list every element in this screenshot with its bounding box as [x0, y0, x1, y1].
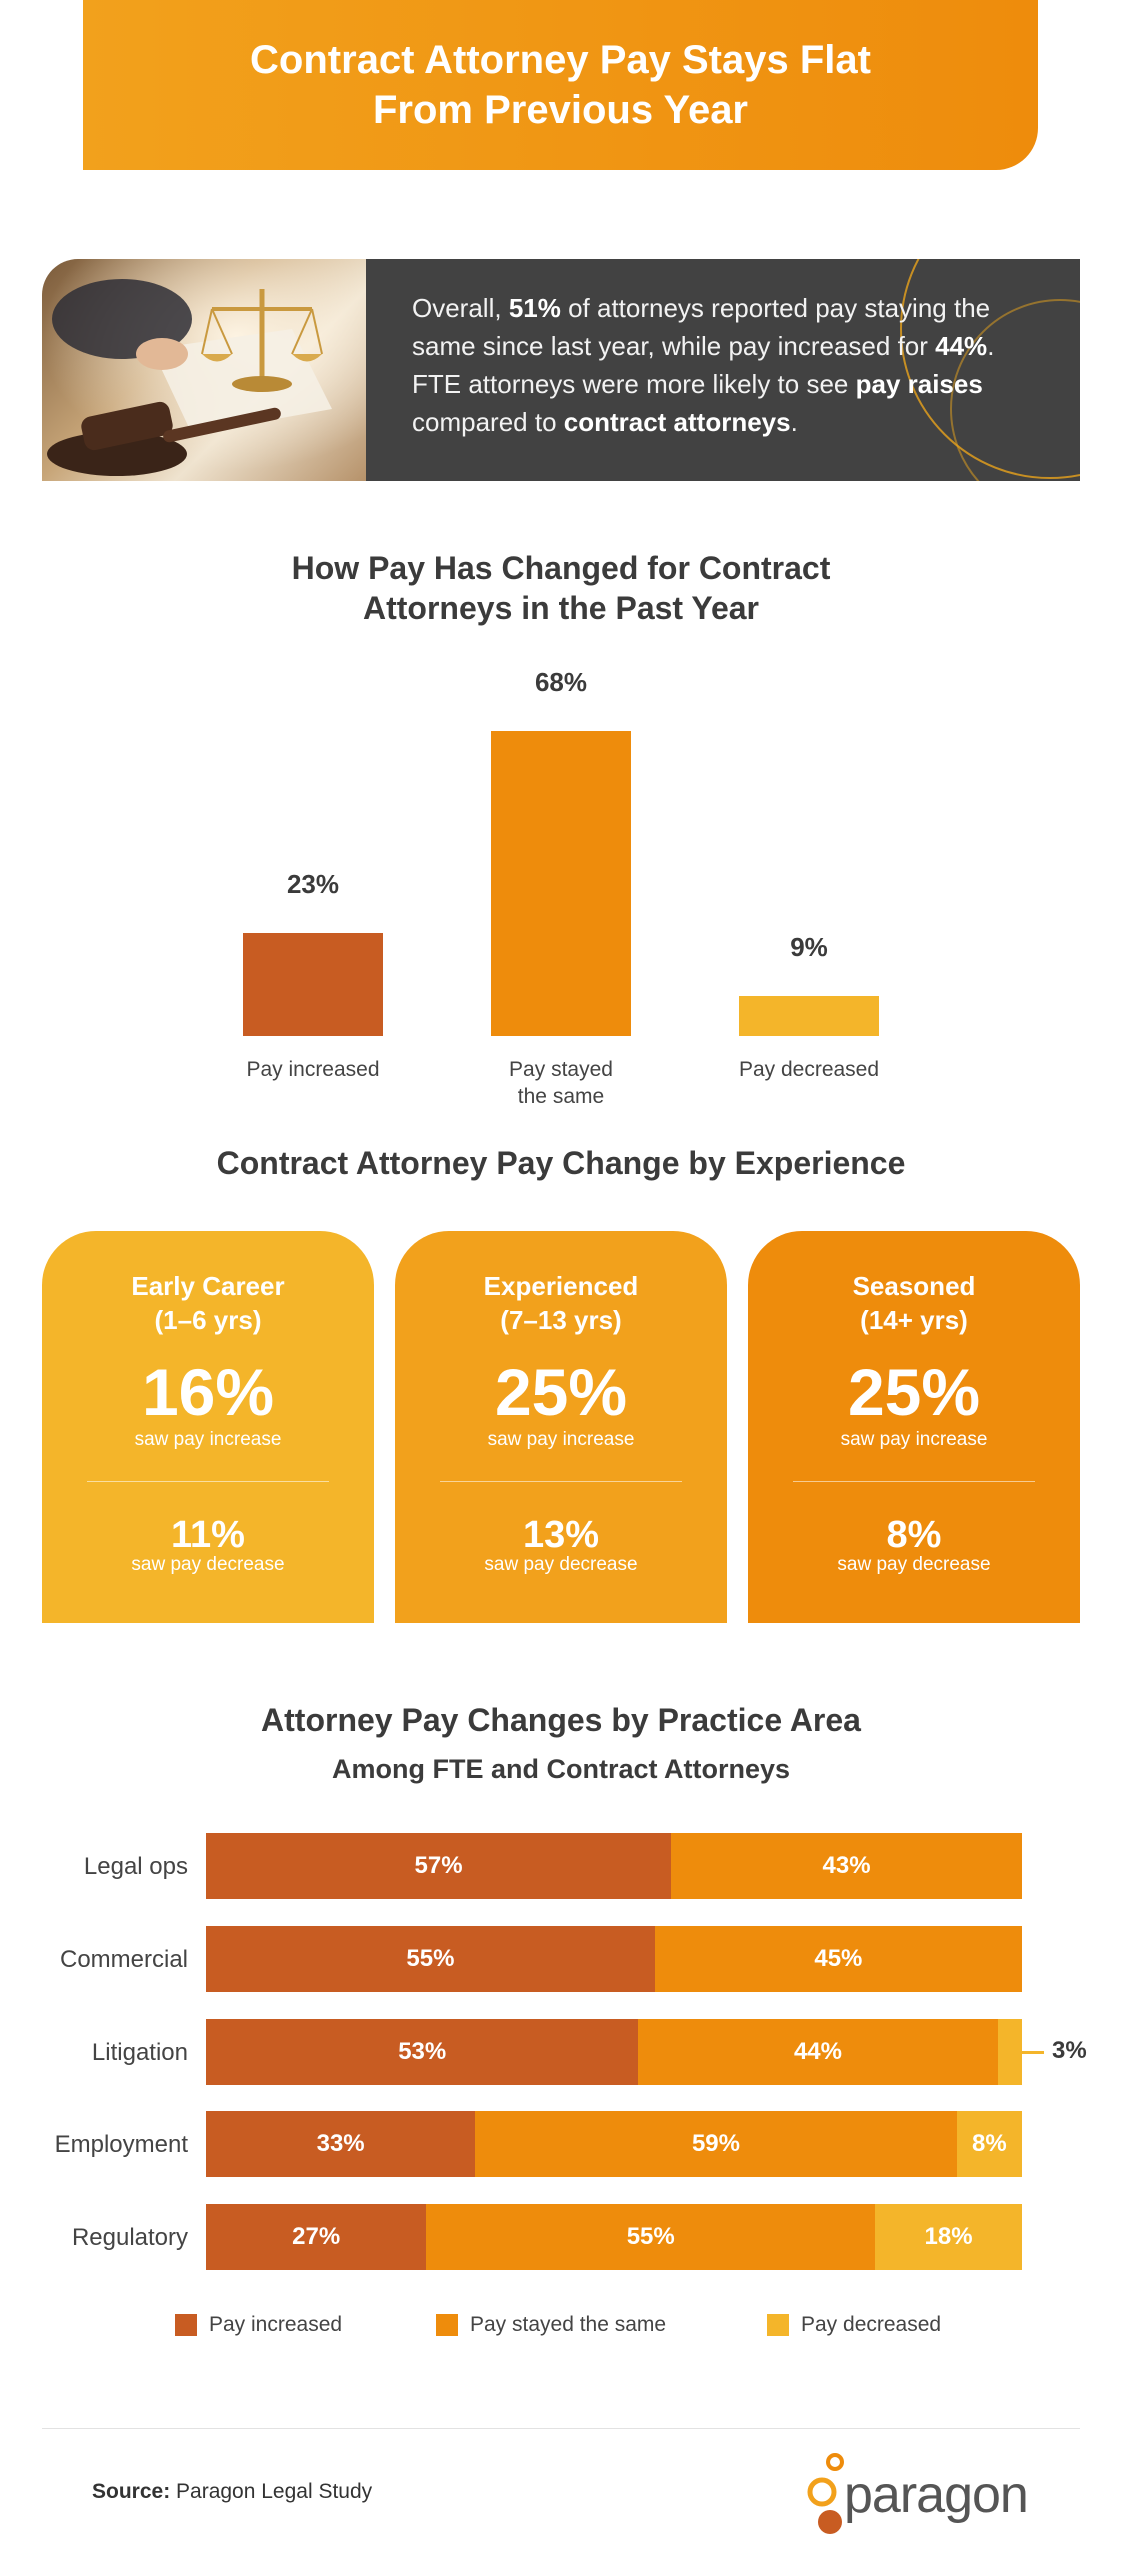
intro-summary: Overall, 51% of attorneys reported pay s… [366, 259, 1080, 481]
row-label-legal-ops: Legal ops [83, 1853, 188, 1880]
chart1-title: How Pay Has Changed for Contract Attorne… [291, 550, 831, 626]
segment-litigation-increased: 53% [206, 2019, 639, 2085]
courtroom-illustration [42, 259, 366, 481]
bar-label-pay-increased: 23% [286, 868, 340, 899]
segment-regulatory-decreased: 18% [875, 2204, 1022, 2270]
gavel-scales-photo [42, 259, 366, 481]
row-label-regulatory: Regulatory [71, 2224, 188, 2251]
legend-pay-decreased: Pay decreased [767, 2313, 941, 2337]
segment-regulatory-increased: 27% [206, 2204, 427, 2270]
bar-pay-stayed-same [491, 731, 631, 1036]
category-pay-increased: Pay increased [246, 1058, 380, 1081]
card-divider [87, 1481, 329, 1482]
segment-label-litigation-decreased: 3% [1052, 2037, 1087, 2064]
decrease-label: saw pay decrease [837, 1554, 991, 1575]
decrease-label: saw pay decrease [484, 1554, 638, 1575]
segment-employment-decreased: 8% [956, 2111, 1022, 2177]
category-pay-stayed-same: Pay stayed the same [509, 1058, 613, 1108]
card-early-career: Early Career (1–6 yrs) 16% saw pay incre… [42, 1231, 374, 1623]
segment-commercial-stayed-same: 45% [654, 1926, 1022, 1992]
callout-line-litigation [1022, 2051, 1044, 2054]
increase-label: saw pay increase [134, 1429, 282, 1450]
decrease-value: 13% [522, 1514, 600, 1556]
segment-legal-ops-increased: 57% [206, 1833, 672, 1899]
source-note: Source: Paragon Legal Study [92, 2480, 373, 2503]
legend-swatch [436, 2314, 458, 2336]
card-divider [440, 1481, 682, 1482]
card-experienced: Experienced (7–13 yrs) 25% saw pay incre… [395, 1231, 727, 1623]
page-title-line1: Contract Attorney Pay Stays Flat [250, 38, 871, 82]
segment-commercial-increased: 55% [206, 1926, 655, 1992]
increase-value: 16% [141, 1355, 275, 1429]
increase-label: saw pay increase [487, 1429, 635, 1450]
page-title-line2: From Previous Year [373, 88, 748, 132]
card-title: Experienced [483, 1271, 639, 1301]
increase-value: 25% [494, 1355, 628, 1429]
intro-panel: Overall, 51% of attorneys reported pay s… [42, 259, 1080, 481]
row-label-litigation: Litigation [91, 2039, 188, 2066]
segment-legal-ops-stayed-same: 43% [671, 1833, 1022, 1899]
segment-litigation-decreased [997, 2019, 1022, 2085]
card-range: (7–13 yrs) [500, 1305, 622, 1335]
segment-employment-increased: 33% [206, 2111, 476, 2177]
experience-title: Contract Attorney Pay Change by Experien… [216, 1145, 906, 1181]
decrease-value: 11% [171, 1514, 245, 1556]
row-label-employment: Employment [54, 2131, 188, 2158]
paragon-logo-text: paragon [844, 2466, 1029, 2524]
bar-pay-decreased [739, 995, 879, 1036]
legend-swatch [175, 2314, 197, 2336]
header-banner: Contract Attorney Pay Stays Flat From Pr… [83, 0, 1038, 170]
bar-label-pay-decreased: 9% [790, 931, 828, 962]
increase-value: 25% [847, 1355, 981, 1429]
practice-area-subtitle: Among FTE and Contract Attorneys [331, 1754, 790, 1784]
row-label-commercial: Commercial [59, 1946, 188, 1973]
segment-litigation-stayed-same: 44% [638, 2019, 998, 2085]
category-pay-decreased: Pay decreased [738, 1058, 880, 1081]
decrease-label: saw pay decrease [131, 1554, 285, 1575]
card-divider [793, 1481, 1035, 1482]
segment-employment-stayed-same: 59% [475, 2111, 957, 2177]
card-title: Early Career [131, 1271, 285, 1301]
practice-area-title: Attorney Pay Changes by Practice Area [261, 1702, 861, 1738]
footer-divider [42, 2428, 1080, 2429]
card-range: (1–6 yrs) [154, 1305, 262, 1335]
card-title: Seasoned [852, 1271, 976, 1301]
paragon-logo-icon [807, 2453, 844, 2534]
legend-pay-stayed-same: Pay stayed the same [436, 2313, 666, 2337]
card-range: (14+ yrs) [860, 1305, 968, 1335]
legend-swatch [767, 2314, 789, 2336]
segment-regulatory-stayed-same: 55% [426, 2204, 876, 2270]
legend-pay-increased: Pay increased [175, 2313, 342, 2337]
bar-pay-increased [243, 932, 383, 1036]
card-seasoned: Seasoned (14+ yrs) 25% saw pay increase … [748, 1231, 1080, 1623]
decrease-value: 8% [886, 1514, 942, 1556]
increase-label: saw pay increase [840, 1429, 988, 1450]
bar-label-pay-stayed-same: 68% [534, 667, 588, 697]
